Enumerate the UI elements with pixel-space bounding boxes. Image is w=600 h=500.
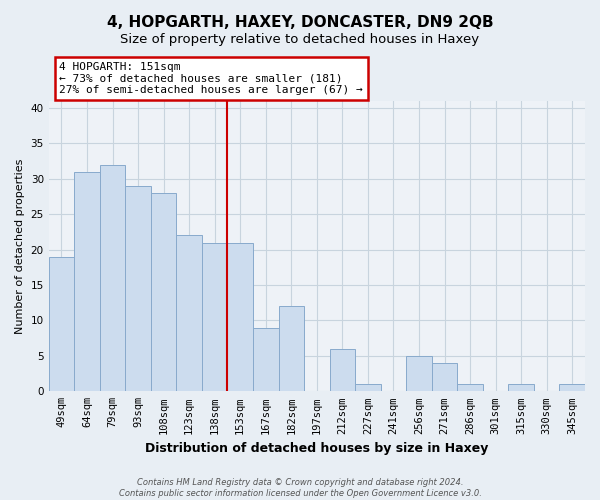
Text: Size of property relative to detached houses in Haxey: Size of property relative to detached ho… bbox=[121, 32, 479, 46]
Bar bbox=[457, 384, 483, 392]
Bar bbox=[227, 242, 253, 392]
Bar bbox=[432, 363, 457, 392]
Bar bbox=[100, 164, 125, 392]
Bar bbox=[278, 306, 304, 392]
Bar bbox=[74, 172, 100, 392]
Bar bbox=[176, 236, 202, 392]
Bar bbox=[406, 356, 432, 392]
Bar bbox=[151, 193, 176, 392]
Bar bbox=[202, 242, 227, 392]
Bar bbox=[125, 186, 151, 392]
Bar bbox=[329, 349, 355, 392]
Y-axis label: Number of detached properties: Number of detached properties bbox=[15, 158, 25, 334]
Bar bbox=[49, 256, 74, 392]
Bar bbox=[508, 384, 534, 392]
Bar bbox=[253, 328, 278, 392]
Bar bbox=[559, 384, 585, 392]
Bar bbox=[355, 384, 380, 392]
Text: Contains HM Land Registry data © Crown copyright and database right 2024.
Contai: Contains HM Land Registry data © Crown c… bbox=[119, 478, 481, 498]
Text: 4 HOPGARTH: 151sqm
← 73% of detached houses are smaller (181)
27% of semi-detach: 4 HOPGARTH: 151sqm ← 73% of detached hou… bbox=[59, 62, 363, 95]
X-axis label: Distribution of detached houses by size in Haxey: Distribution of detached houses by size … bbox=[145, 442, 488, 455]
Text: 4, HOPGARTH, HAXEY, DONCASTER, DN9 2QB: 4, HOPGARTH, HAXEY, DONCASTER, DN9 2QB bbox=[107, 15, 493, 30]
